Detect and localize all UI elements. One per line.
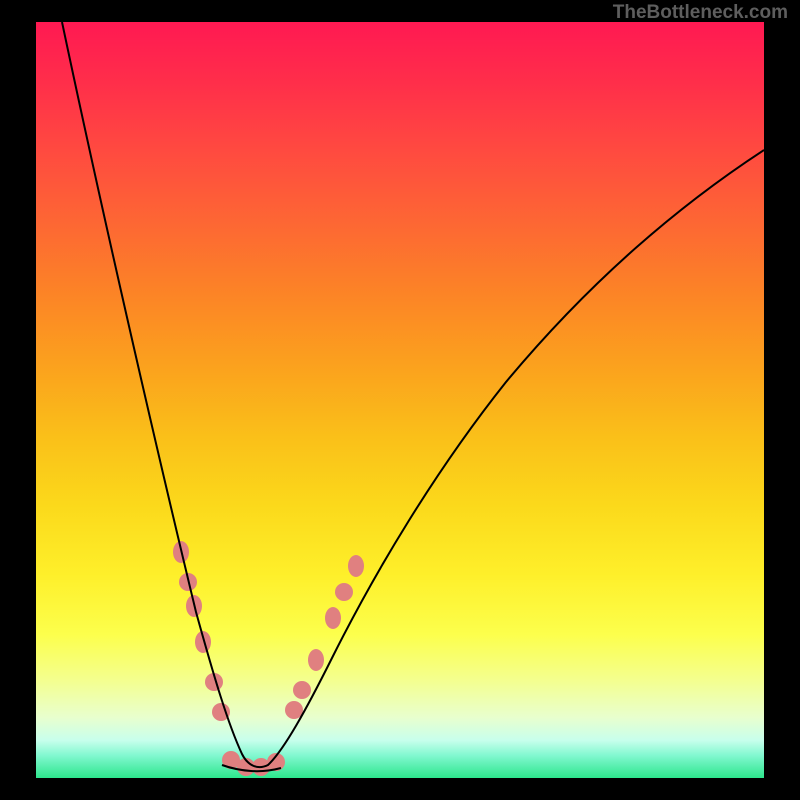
data-marker	[348, 555, 364, 577]
markers-group	[173, 541, 364, 776]
bottleneck-curve	[62, 22, 764, 767]
data-marker	[293, 681, 311, 699]
watermark-text: TheBottleneck.com	[613, 2, 788, 24]
data-marker	[325, 607, 341, 629]
data-marker	[308, 649, 324, 671]
plot-area	[36, 22, 764, 778]
curve-svg	[36, 22, 764, 778]
data-marker	[335, 583, 353, 601]
